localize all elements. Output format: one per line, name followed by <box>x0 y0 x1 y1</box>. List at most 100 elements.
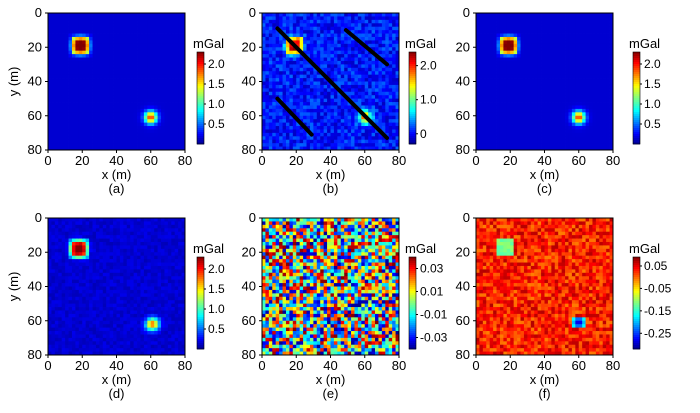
x-tick-label: 80 <box>606 153 620 168</box>
colorbar: mGal 0.03 0.01 -0.01 -0.03 <box>405 241 448 350</box>
x-tick-label: 80 <box>392 358 406 373</box>
panel-caption: (c) <box>537 181 552 196</box>
colorbar-tick-label: 2.0 <box>420 59 437 73</box>
y-tick-label: 80 <box>242 142 256 157</box>
colorbar-tick-label: 1.0 <box>208 97 225 111</box>
panel-caption: (b) <box>323 181 339 196</box>
x-axis-label: x (m) <box>102 372 132 387</box>
panel-caption: (e) <box>323 386 339 401</box>
y-tick-label: 0 <box>463 210 470 225</box>
y-tick-label: 80 <box>456 347 470 362</box>
colorbar-tick-label: 1.5 <box>208 282 225 296</box>
y-tick-label: 80 <box>456 142 470 157</box>
x-tick-label: 20 <box>75 358 89 373</box>
colorbar-unit: mGal <box>193 241 224 256</box>
x-axis-label: x (m) <box>102 167 132 182</box>
y-tick-label: 20 <box>28 39 42 54</box>
colorbar-tick-label: 0.03 <box>420 262 444 276</box>
x-tick-label: 60 <box>358 358 372 373</box>
y-tick-label: 20 <box>456 39 470 54</box>
x-tick-label: 80 <box>392 153 406 168</box>
x-tick-label: 40 <box>323 358 337 373</box>
y-tick-label: 80 <box>242 347 256 362</box>
x-tick-label: 20 <box>503 153 517 168</box>
heatmap <box>476 13 614 151</box>
y-tick-label: 0 <box>35 210 42 225</box>
y-tick-label: 80 <box>28 142 42 157</box>
x-tick-label: 80 <box>606 358 620 373</box>
y-tick-label: 0 <box>35 5 42 20</box>
y-tick-label: 40 <box>242 74 256 89</box>
colorbar-unit: mGal <box>405 241 436 256</box>
y-tick-label: 60 <box>456 108 470 123</box>
y-tick-label: 60 <box>28 108 42 123</box>
colorbar-tick-label: 2.0 <box>208 262 225 276</box>
x-tick-label: 0 <box>44 153 51 168</box>
x-tick-label: 60 <box>572 153 586 168</box>
x-tick-label: 40 <box>537 358 551 373</box>
colorbar-tick-label: 0.5 <box>208 117 225 131</box>
y-tick-label: 40 <box>456 74 470 89</box>
colorbar: mGal 2.0 1.5 1.0 0.5 <box>193 36 225 145</box>
x-tick-label: 0 <box>44 358 51 373</box>
x-tick-label: 20 <box>503 358 517 373</box>
y-tick-label: 60 <box>28 313 42 328</box>
panel-caption: (a) <box>109 181 125 196</box>
panel-caption: (f) <box>538 386 550 401</box>
y-tick-label: 60 <box>242 108 256 123</box>
x-axis-label: x (m) <box>530 372 560 387</box>
x-tick-label: 0 <box>258 153 265 168</box>
x-tick-label: 60 <box>572 358 586 373</box>
colorbar-tick-label: -0.05 <box>644 281 672 295</box>
colorbar-tick-label: 2.0 <box>208 57 225 71</box>
colorbar: mGal 0.05 -0.05 -0.15 -0.25 <box>629 241 672 350</box>
colorbar-tick-label: 1.5 <box>208 77 225 91</box>
x-tick-label: 20 <box>289 153 303 168</box>
y-tick-label: 0 <box>249 5 256 20</box>
x-tick-label: 40 <box>109 153 123 168</box>
x-tick-label: 20 <box>289 358 303 373</box>
colorbar-tick-label: 0 <box>420 127 427 141</box>
x-tick-label: 40 <box>537 153 551 168</box>
y-tick-label: 20 <box>456 244 470 259</box>
y-tick-label: 20 <box>242 244 256 259</box>
colorbar: mGal 2.0 1.5 1.0 0.5 <box>193 241 225 350</box>
x-tick-label: 80 <box>178 358 192 373</box>
colorbar-unit: mGal <box>193 36 224 51</box>
x-tick-label: 0 <box>472 358 479 373</box>
colorbar-tick-label: 0.5 <box>644 117 661 131</box>
x-tick-label: 60 <box>144 358 158 373</box>
colorbar-tick-label: 0.01 <box>420 285 444 299</box>
x-tick-label: 0 <box>258 358 265 373</box>
x-tick-label: 60 <box>144 153 158 168</box>
colorbar-tick-label: -0.03 <box>420 331 448 345</box>
y-axis-label: y (m) <box>6 67 21 97</box>
y-tick-label: 60 <box>242 313 256 328</box>
data-gap-stripe <box>275 26 390 141</box>
y-tick-label: 20 <box>28 244 42 259</box>
y-axis-label: y (m) <box>6 272 21 302</box>
y-tick-label: 80 <box>28 347 42 362</box>
y-tick-label: 0 <box>463 5 470 20</box>
y-tick-label: 40 <box>28 74 42 89</box>
colorbar-unit: mGal <box>629 36 660 51</box>
colorbar-tick-label: 0.5 <box>208 322 225 336</box>
x-axis-label: x (m) <box>316 372 346 387</box>
panel-caption: (d) <box>109 386 125 401</box>
x-axis-label: x (m) <box>530 167 560 182</box>
colorbar-tick-label: 1.0 <box>420 93 437 107</box>
y-tick-label: 0 <box>249 210 256 225</box>
colorbar-tick-label: 1.0 <box>208 302 225 316</box>
colorbar-tick-label: 0.05 <box>644 259 668 273</box>
colorbar-tick-label: 1.0 <box>644 97 661 111</box>
heatmap <box>48 218 186 356</box>
colorbar-tick-label: 1.5 <box>644 77 661 91</box>
colorbar: mGal 2.0 1.0 0 <box>405 36 437 145</box>
y-tick-label: 60 <box>456 313 470 328</box>
y-tick-label: 40 <box>242 279 256 294</box>
